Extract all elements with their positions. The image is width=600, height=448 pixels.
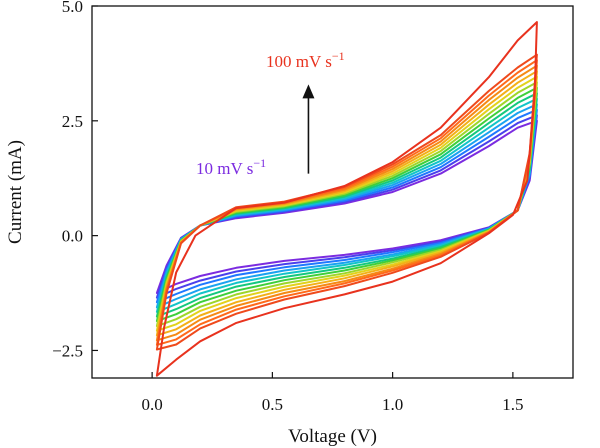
x-tick-label: 1.0 (382, 395, 403, 414)
y-axis-label: Current (mA) (5, 140, 26, 244)
x-tick-label: 1.5 (502, 395, 523, 414)
cv-curve-14 (155, 21, 538, 377)
x-axis-label: Voltage (V) (288, 426, 377, 447)
annotation-100mvs-text: 100 mV s (266, 52, 332, 71)
x-axis-ticks: 0.0 0.5 1.0 1.5 (142, 372, 524, 414)
plot-frame (91, 5, 574, 379)
x-tick-label: 0.5 (262, 395, 283, 414)
y-tick-label: −2.5 (52, 341, 83, 360)
y-axis-ticks: −2.5 0.0 2.5 5.0 (52, 0, 98, 360)
annotation-10mvs-sup: −1 (253, 156, 266, 170)
annotation-100mvs-sup: −1 (332, 49, 345, 63)
y-tick-label: 0.0 (62, 227, 83, 246)
y-tick-label: 5.0 (62, 0, 83, 16)
cv-curves (155, 21, 538, 377)
scan-rate-arrow (302, 84, 315, 174)
x-tick-label: 0.0 (142, 395, 163, 414)
annotation-10mvs: 10 mV s−1 (196, 156, 266, 178)
annotation-100mvs: 100 mV s−1 (266, 49, 345, 71)
cv-curve-13 (155, 53, 538, 351)
y-tick-label: 2.5 (62, 112, 83, 131)
arrow-head (302, 84, 315, 99)
annotation-10mvs-text: 10 mV s (196, 159, 253, 178)
